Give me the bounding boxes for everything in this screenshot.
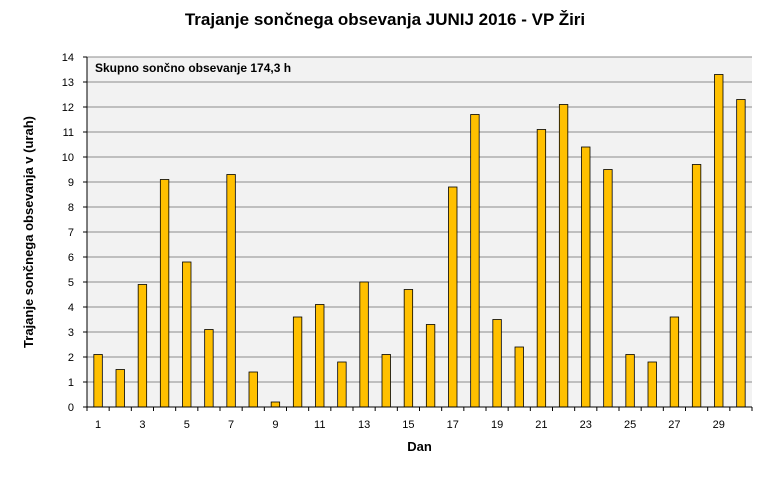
y-tick-label: 3 [68,327,74,339]
y-tick-label: 11 [63,127,74,139]
bar-day-7 [226,174,236,408]
x-tick-label: 9 [272,419,278,431]
y-tick-label: 14 [62,52,74,64]
bar-day-8 [248,371,258,408]
bar-day-3 [137,284,148,408]
bar-day-28 [691,164,702,408]
x-tick-label: 11 [314,419,325,431]
x-tick-label: 15 [402,419,414,431]
y-tick-label: 12 [62,102,74,114]
x-tick-label: 1 [95,419,101,431]
bar-day-4 [159,179,170,408]
bar-day-17 [448,186,458,408]
bar-day-20 [514,346,524,408]
total-annotation: Skupno sončno obsevanje 174,3 h [95,61,291,75]
x-tick-labels: 1 3 5 7 9 11 13 15 17 19 21 23 25 27 29 [95,419,725,431]
bar-day-19 [492,319,502,408]
y-tick-label: 1 [68,377,74,389]
y-tick-label: 7 [68,227,74,239]
y-tick-label: 4 [68,302,74,314]
x-tick-label: 3 [139,419,145,431]
axes [86,57,753,411]
bar-day-23 [581,146,591,408]
bar-day-15 [403,289,414,408]
x-tick-label: 5 [184,419,190,431]
y-tick-label: 2 [68,352,74,364]
y-axis-title: Trajanje sončnega obsevanja v (urah) [21,116,36,348]
y-tick-label: 10 [62,152,74,164]
bar-day-25 [625,354,635,408]
bar-day-21 [536,129,547,408]
bar-day-1 [93,354,103,408]
bar-day-27 [669,316,680,408]
bar-day-16 [425,324,436,408]
x-tick-label: 17 [447,419,459,431]
bar-day-14 [381,354,391,408]
x-tick-label: 7 [228,419,234,431]
x-tick-label: 23 [580,419,592,431]
bar-day-2 [115,369,125,408]
x-axis-title: Dan [407,439,432,454]
y-tick-label: 0 [68,402,74,414]
bar-day-13 [359,281,369,408]
bar-day-9 [270,401,281,408]
y-tick-label: 8 [68,202,74,214]
bar-day-10 [292,316,303,408]
bar-day-5 [182,261,192,408]
bar-day-24 [603,169,613,408]
gridlines [83,56,752,408]
x-tick-label: 25 [624,419,636,431]
bar-day-22 [558,104,569,408]
x-tick-label: 27 [668,419,680,431]
y-tick-label: 6 [68,252,74,264]
x-tick-label: 13 [358,419,370,431]
x-tick-label: 29 [713,419,725,431]
bar-day-11 [315,304,325,408]
y-tick-label: 9 [68,177,74,189]
bar-day-6 [204,329,214,408]
bar-day-12 [337,361,347,408]
bar-day-26 [647,361,657,408]
chart-title: Trajanje sončnega obsevanja JUNIJ 2016 -… [184,10,586,29]
bar-day-30 [736,99,746,408]
x-tick-label: 19 [491,419,503,431]
bar-day-29 [714,74,724,408]
y-tick-label: 5 [68,277,74,289]
bar-day-18 [470,114,480,408]
x-tick-label: 21 [535,419,547,431]
y-tick-label: 13 [62,77,74,89]
